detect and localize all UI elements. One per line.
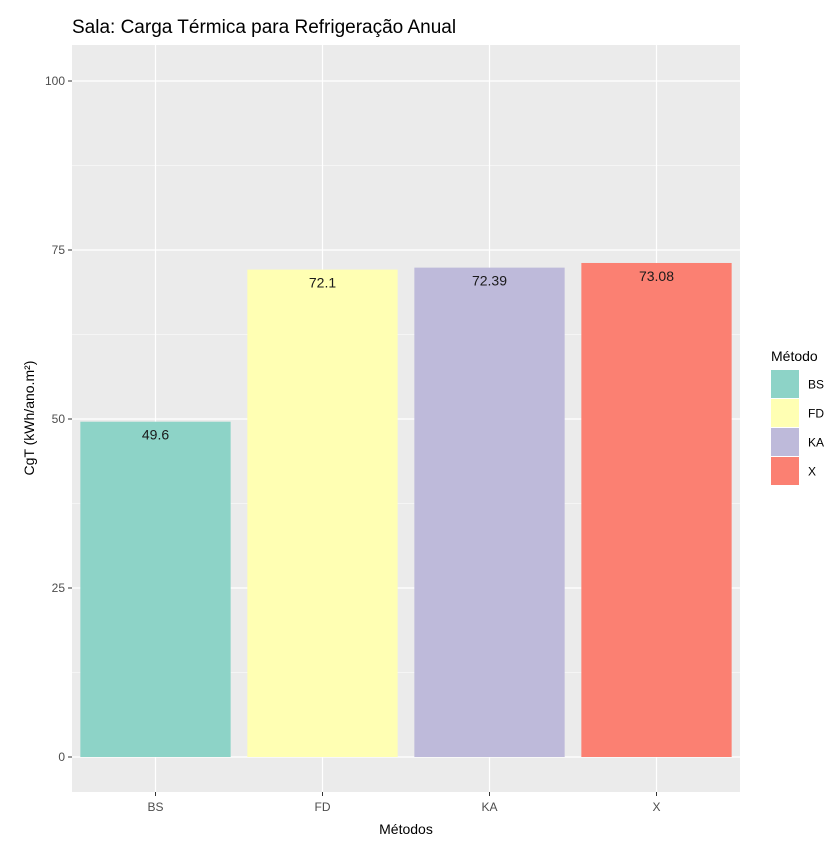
x-axis: BS FD KA X [147,792,661,814]
bar-bs [80,421,231,757]
y-tick-label: 100 [45,74,65,88]
legend: Método BS FD KA X [771,348,824,485]
legend-key-ka [771,428,799,456]
legend-items: BS FD KA X [771,370,824,485]
data-label-fd: 72.1 [309,275,336,291]
legend-label-fd: FD [808,407,824,421]
y-axis-title: CgT (kWh/ano.m²) [21,361,37,476]
x-axis-title: Métodos [379,821,433,837]
data-label-bs: 49.6 [142,427,169,443]
y-tick-label: 0 [58,750,65,764]
y-tick-label: 25 [52,581,66,595]
y-tick-label: 50 [52,412,66,426]
bar-fd [247,269,398,757]
data-label-x: 73.08 [639,268,674,284]
chart-title: Sala: Carga Térmica para Refrigeração An… [72,17,456,38]
bar-ka [414,267,565,757]
data-label-ka: 72.39 [472,273,507,289]
legend-key-bs [771,370,799,398]
bars [80,262,732,757]
bar-x [581,262,732,757]
legend-label-x: X [808,465,816,479]
legend-title: Método [771,348,818,364]
legend-key-fd [771,399,799,427]
x-tick-label-bs: BS [147,800,163,814]
data-labels: 49.6 72.1 72.39 73.08 [142,268,674,443]
y-tick-label: 75 [52,243,66,257]
legend-label-ka: KA [808,436,824,450]
x-tick-label-fd: FD [315,800,331,814]
x-tick-label-x: X [652,800,660,814]
x-tick-label-ka: KA [481,800,497,814]
legend-label-bs: BS [808,378,824,392]
y-axis: 0 25 50 75 100 [45,74,72,764]
legend-key-x [771,457,799,485]
